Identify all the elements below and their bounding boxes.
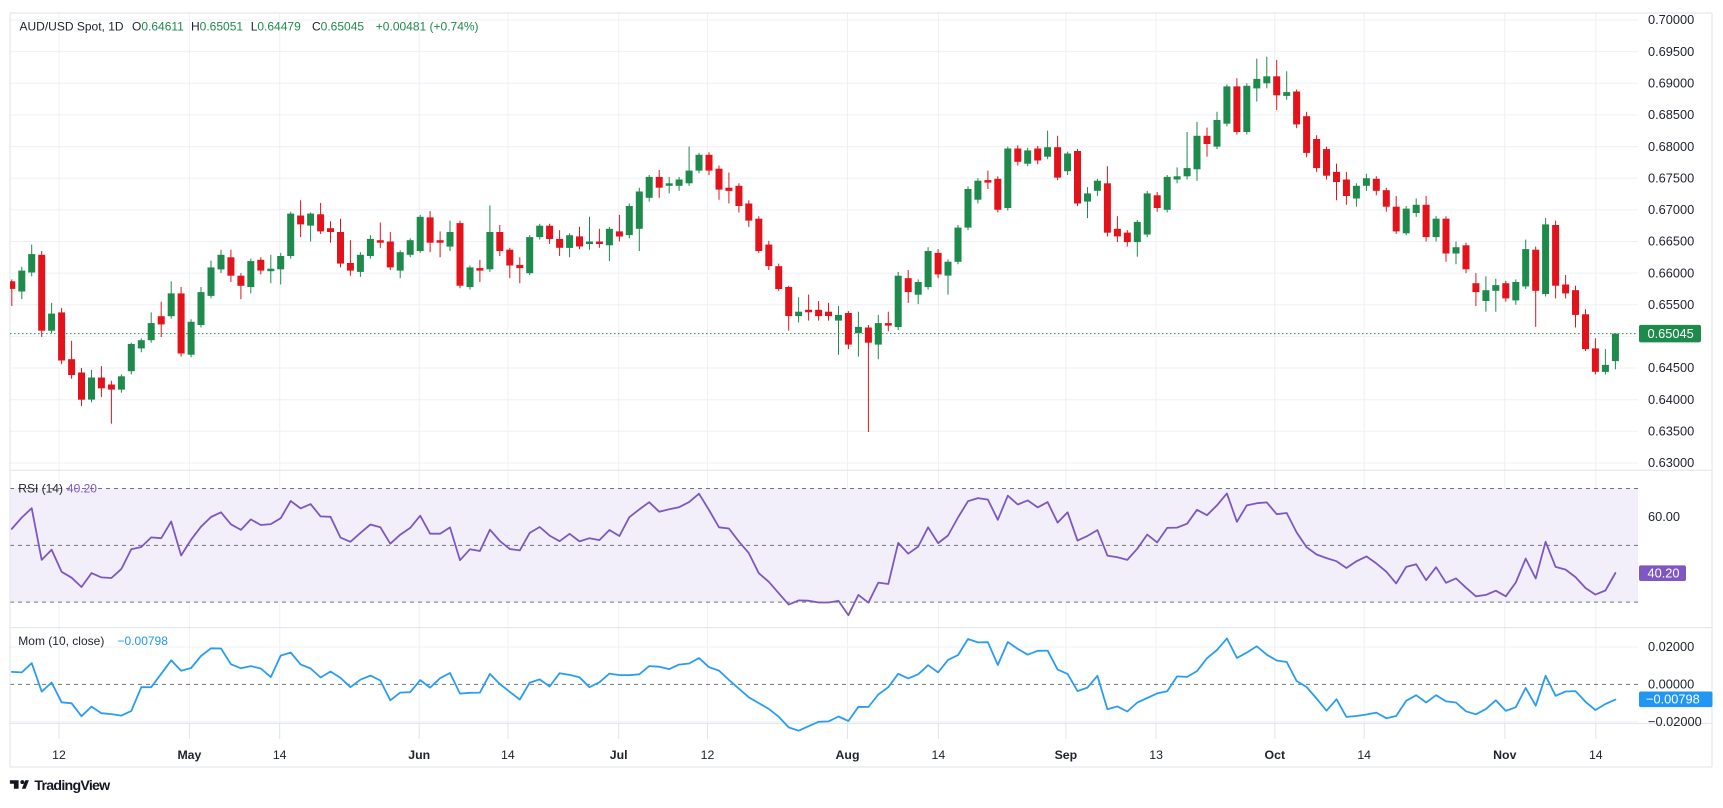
svg-text:0.68500: 0.68500 xyxy=(1648,107,1694,122)
svg-text:0.64000: 0.64000 xyxy=(1648,392,1694,407)
svg-text:Sep: Sep xyxy=(1055,748,1078,762)
svg-text:0.68000: 0.68000 xyxy=(1648,139,1694,154)
svg-text:0.66000: 0.66000 xyxy=(1648,265,1694,280)
svg-text:0.69500: 0.69500 xyxy=(1648,44,1694,59)
svg-text:+0.00481 (+0.74%): +0.00481 (+0.74%) xyxy=(376,20,479,34)
svg-text:Jun: Jun xyxy=(408,748,430,762)
svg-text:12: 12 xyxy=(52,748,66,762)
svg-text:−0.00798: −0.00798 xyxy=(1646,692,1700,707)
svg-text:TradingView: TradingView xyxy=(34,778,111,794)
svg-text:Oct: Oct xyxy=(1265,748,1286,762)
svg-text:RSI (14)40.20: RSI (14) 40.20 xyxy=(18,482,97,496)
svg-text:14: 14 xyxy=(501,748,515,762)
svg-text:0.63000: 0.63000 xyxy=(1648,455,1694,470)
svg-text:Jul: Jul xyxy=(610,748,628,762)
svg-text:0.67500: 0.67500 xyxy=(1648,170,1694,185)
svg-text:0.67000: 0.67000 xyxy=(1648,202,1694,217)
svg-text:0.70000: 0.70000 xyxy=(1648,12,1694,27)
svg-text:May: May xyxy=(177,748,201,762)
svg-text:−0.02000: −0.02000 xyxy=(1648,714,1702,729)
svg-text:14: 14 xyxy=(273,748,287,762)
svg-text:0.66500: 0.66500 xyxy=(1648,234,1694,249)
svg-text:C0.65045: C0.65045 xyxy=(312,20,364,34)
svg-text:Aug: Aug xyxy=(836,748,860,762)
svg-text:0.00000: 0.00000 xyxy=(1648,677,1694,692)
svg-text:L0.64479: L0.64479 xyxy=(251,20,301,34)
svg-text:0.69000: 0.69000 xyxy=(1648,76,1694,91)
svg-text:12: 12 xyxy=(701,748,715,762)
svg-text:AUD/USD Spot, 1D: AUD/USD Spot, 1D xyxy=(20,20,124,34)
svg-text:0.65500: 0.65500 xyxy=(1648,297,1694,312)
svg-text:O0.64611: O0.64611 xyxy=(132,20,184,34)
svg-text:0.64500: 0.64500 xyxy=(1648,360,1694,375)
svg-text:H0.65051: H0.65051 xyxy=(191,20,243,34)
svg-text:14: 14 xyxy=(1357,748,1371,762)
svg-text:0.02000: 0.02000 xyxy=(1648,639,1694,654)
svg-text:14: 14 xyxy=(1589,748,1603,762)
svg-text:0.63500: 0.63500 xyxy=(1648,424,1694,439)
svg-text:13: 13 xyxy=(1149,748,1163,762)
svg-text:60.00: 60.00 xyxy=(1648,509,1680,524)
svg-text:0.65045: 0.65045 xyxy=(1648,326,1694,341)
svg-text:Mom (10, close)−0.00798: Mom (10, close) −0.00798 xyxy=(18,634,168,648)
svg-text:40.20: 40.20 xyxy=(1648,565,1680,580)
svg-text:14: 14 xyxy=(932,748,946,762)
svg-text:Nov: Nov xyxy=(1493,748,1516,762)
